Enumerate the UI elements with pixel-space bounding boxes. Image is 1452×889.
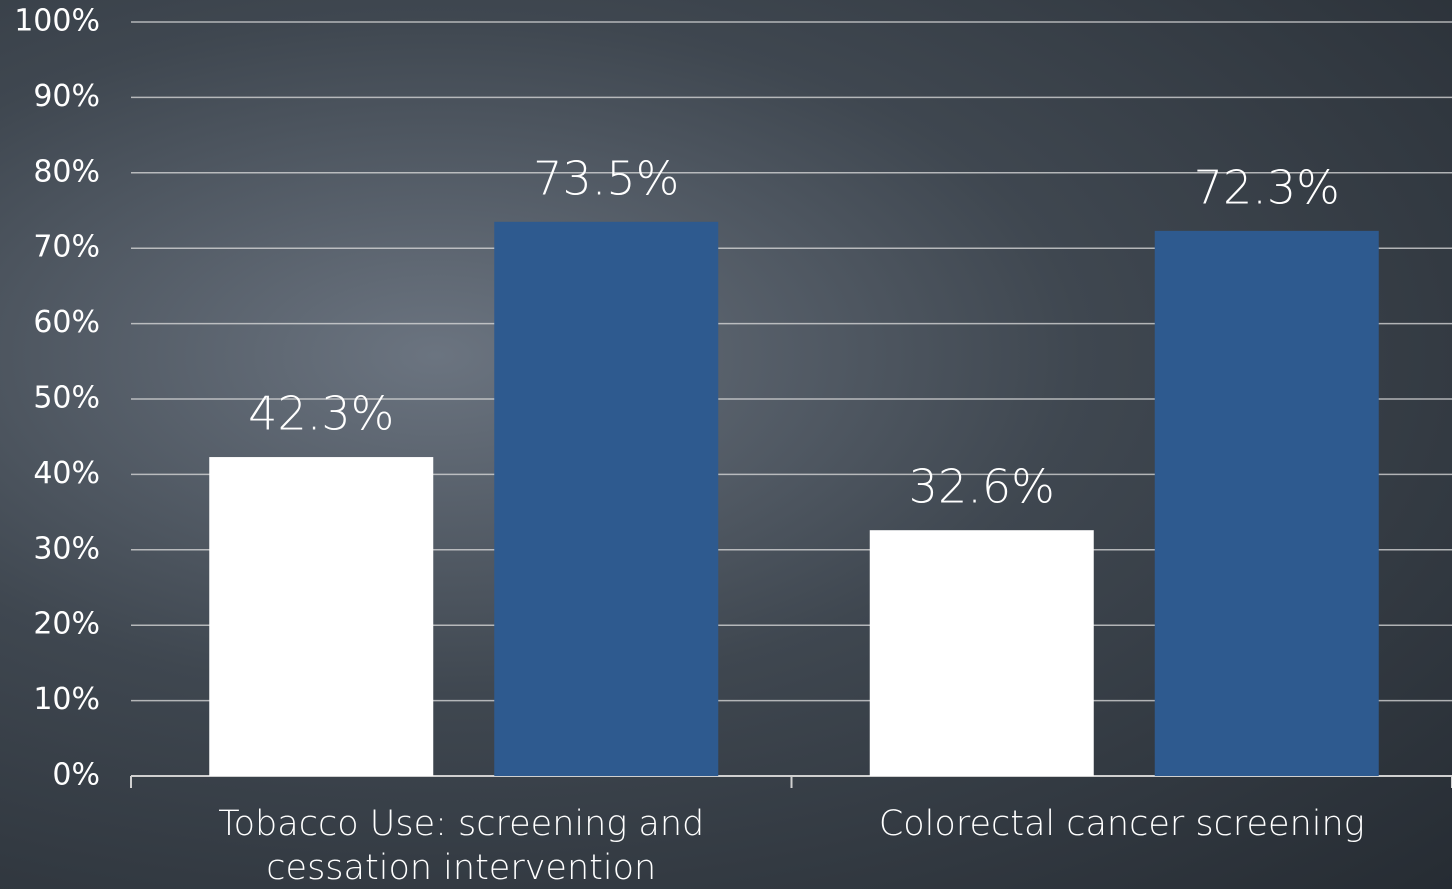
y-tick-label: 90% [33,79,100,114]
data-label: 72.3% [1194,160,1340,214]
y-tick-label: 100% [14,4,100,39]
data-label: 73.5% [533,151,679,205]
x-tick-label: Colorectal cancer screening [878,804,1365,844]
data-label: 32.6% [909,460,1055,514]
y-tick-label: 80% [33,154,100,189]
y-tick-label: 60% [33,305,100,340]
y-tick-label: 50% [33,381,100,416]
bar [1154,230,1379,776]
y-tick-label: 10% [33,682,100,717]
x-tick-label: Tobacco Use: screening and cessation int… [218,804,705,888]
data-label: 42.3% [248,387,394,441]
y-tick-label: 0% [52,758,100,793]
y-tick-label: 70% [33,230,100,265]
bar [209,457,434,776]
y-tick-label: 30% [33,531,100,566]
bar [869,530,1094,776]
y-tick-label: 20% [33,607,100,642]
y-tick-label: 40% [33,456,100,491]
bar [494,221,719,776]
